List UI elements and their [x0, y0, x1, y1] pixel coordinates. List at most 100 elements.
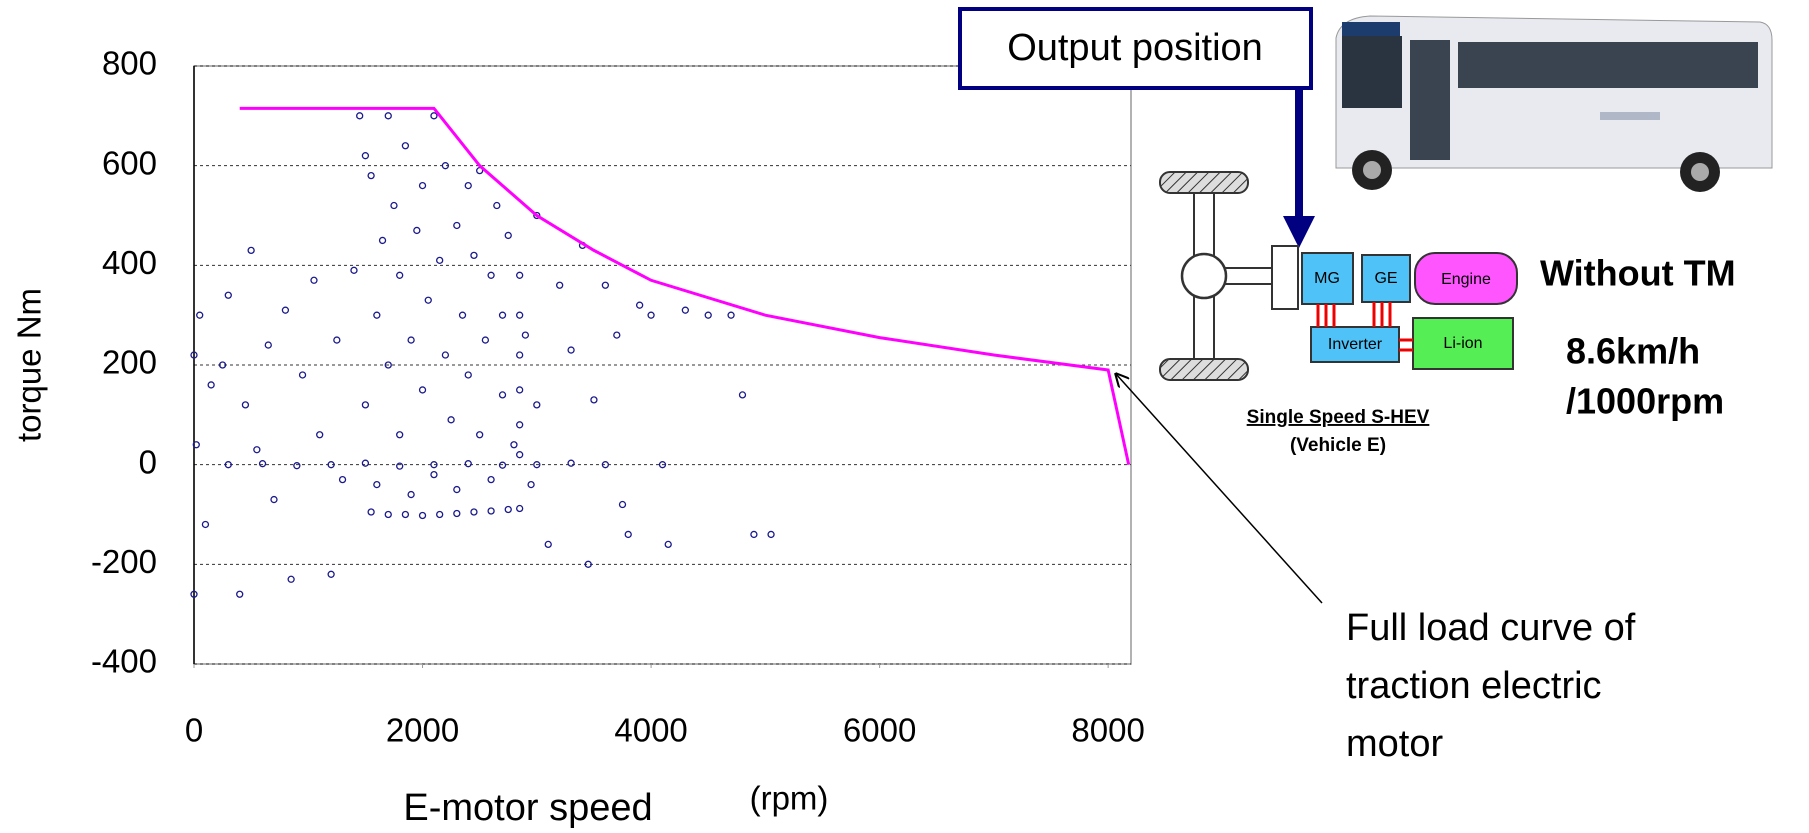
scatter-point — [430, 470, 438, 479]
x-axis-unit: (rpm) — [750, 780, 829, 817]
annotation-text: Full load curve of — [1346, 607, 1636, 649]
scatter-point — [493, 201, 501, 210]
scatter-point — [521, 331, 530, 339]
scatter-point — [556, 281, 564, 289]
engine-label: Engine — [1441, 271, 1491, 288]
scatter-point — [481, 336, 490, 344]
bus-photo — [1335, 15, 1773, 192]
annotation-text: motor — [1346, 723, 1443, 765]
x-tick-label: 0 — [185, 712, 203, 749]
y-tick-label: 0 — [139, 443, 157, 480]
scatter-point — [190, 590, 198, 598]
scatter-point — [527, 480, 535, 489]
scatter-point — [767, 530, 775, 539]
scatter-point — [750, 530, 758, 539]
scatter-point — [704, 311, 712, 319]
callout-text: Output position — [1007, 27, 1263, 69]
scatter-point — [658, 461, 667, 469]
scatter-point — [613, 331, 621, 339]
scatter-point — [424, 296, 432, 304]
scatter-point — [316, 431, 324, 439]
scatter-point — [367, 508, 375, 516]
scatter-point — [441, 162, 450, 170]
scatter-point — [464, 460, 472, 468]
scatter-point — [544, 540, 552, 549]
scatter-point — [390, 201, 398, 210]
scatter-point — [601, 461, 610, 469]
scatter-point — [236, 590, 244, 598]
scatter-point — [430, 461, 438, 469]
scatter-point — [504, 505, 512, 514]
scatter-point — [664, 540, 672, 549]
annotation-text: traction electric — [1346, 665, 1602, 707]
scatter-point — [207, 381, 215, 389]
battery-label: Li-ion — [1443, 335, 1482, 352]
scatter-point — [396, 271, 404, 279]
scatter-point — [373, 311, 381, 319]
scatter-point — [241, 401, 250, 409]
scatter-point — [464, 371, 472, 379]
scatter-point — [635, 301, 644, 309]
scatter-point — [333, 336, 341, 344]
y-tick-label: -400 — [91, 643, 157, 680]
scatter-point — [384, 112, 392, 120]
diagram-title: Single Speed S-HEV — [1247, 407, 1430, 428]
scatter-point — [516, 504, 524, 513]
scatter-point — [516, 451, 524, 459]
scatter-point — [401, 142, 410, 150]
scatter-point — [264, 341, 272, 349]
scatter-point — [436, 510, 444, 519]
scatter-point — [618, 500, 627, 509]
scatter-point — [487, 475, 495, 484]
scatter-point — [447, 416, 455, 424]
scatter-point — [327, 570, 335, 578]
scatter-point — [738, 391, 747, 399]
x-axis-title: E-motor speed — [403, 787, 652, 829]
scatter-point — [247, 246, 255, 255]
scatter-point — [498, 311, 507, 319]
scatter-point — [190, 351, 198, 359]
scatter-point — [361, 152, 370, 160]
scatter-point — [361, 401, 370, 409]
scatter-point — [516, 386, 524, 394]
scatter-point — [516, 311, 524, 319]
note-text: Without TM — [1540, 253, 1736, 294]
scatter-point — [418, 386, 427, 394]
x-tick-label: 8000 — [1071, 712, 1144, 749]
scatter-point — [384, 510, 392, 519]
scatter-point — [201, 520, 210, 529]
scatter-point — [418, 511, 427, 520]
scatter-point — [590, 396, 598, 404]
scatter-point — [498, 391, 507, 399]
scatter-point — [430, 112, 438, 120]
scatter-point — [281, 306, 290, 314]
y-tick-label: -200 — [91, 543, 157, 580]
scatter-point — [453, 221, 461, 230]
scatter-point — [356, 112, 364, 120]
y-tick-label: 600 — [102, 144, 157, 181]
x-tick-label: 4000 — [614, 712, 687, 749]
scatter-point — [270, 495, 278, 504]
scatter-point — [567, 346, 575, 354]
scatter-point — [413, 226, 421, 235]
scatter-point — [498, 461, 507, 469]
inverter-label: Inverter — [1328, 336, 1383, 353]
scatter-point — [533, 461, 541, 469]
scatter-point — [418, 181, 427, 190]
scatter-point — [453, 509, 461, 518]
powertrain-diagram — [1159, 171, 1518, 381]
scatter-point — [533, 211, 541, 220]
scatter-point — [224, 461, 232, 469]
scatter-point — [287, 575, 295, 583]
scatter-point — [338, 475, 347, 484]
scatter-point — [464, 181, 472, 190]
scatter-point — [727, 311, 735, 319]
scatter-point — [458, 311, 467, 319]
scatter-point — [441, 351, 450, 359]
scatter-point — [516, 271, 524, 279]
scatter-point — [516, 351, 524, 359]
scatter-point — [453, 485, 461, 494]
y-tick-label: 400 — [102, 244, 157, 281]
scatter-point — [401, 510, 410, 519]
